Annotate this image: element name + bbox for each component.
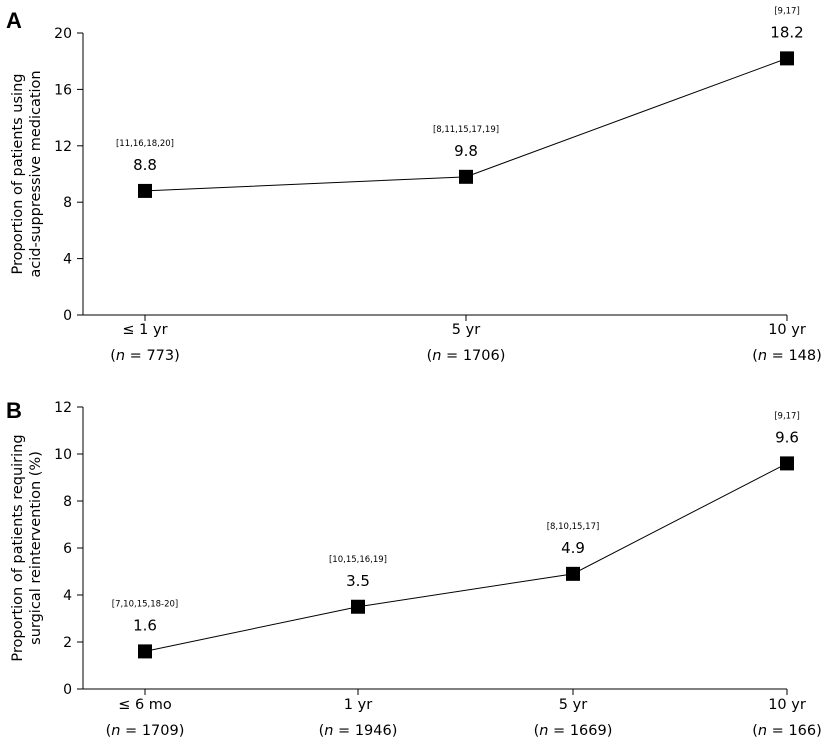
data-point-marker — [138, 183, 152, 198]
sample-size-value: 1709 — [142, 723, 179, 739]
sample-size-value: 773 — [146, 348, 174, 364]
sample-size-value: 166 — [788, 723, 816, 739]
sample-size-value: 1946 — [355, 723, 392, 739]
y-axis-title: acid-suppressive medication — [28, 70, 44, 277]
sample-size-label: (n = 148) — [752, 348, 822, 364]
x-tick-label: 10 yr — [768, 322, 806, 338]
x-tick-label: 5 yr — [452, 322, 480, 338]
data-value-label: 1.6 — [133, 616, 157, 634]
data-point-marker — [138, 644, 152, 659]
sample-size-value: 1669 — [570, 723, 607, 739]
y-tick-label: 8 — [63, 494, 72, 510]
y-tick-label: 20 — [54, 26, 72, 42]
data-point-marker — [780, 51, 794, 66]
series-line — [144, 462, 788, 652]
y-tick-label: 16 — [54, 82, 72, 98]
reference-label: [11,16,18,20] — [116, 139, 174, 149]
y-tick-label: 12 — [54, 400, 72, 416]
data-point-marker — [351, 599, 365, 614]
sample-size-label: (n = 773) — [110, 348, 180, 364]
x-tick-label: 5 yr — [559, 697, 587, 713]
panel-label: B — [6, 398, 22, 423]
reference-label: [10,15,16,19] — [329, 555, 387, 565]
panel-label: A — [6, 8, 22, 33]
data-value-label: 9.8 — [454, 142, 478, 160]
reference-label: [8,10,15,17] — [547, 522, 600, 532]
x-tick-label: ≤ 6 mo — [118, 697, 172, 713]
y-tick-label: 12 — [54, 139, 72, 155]
reference-label: [7,10,15,18-20] — [112, 599, 178, 609]
y-tick-label: 10 — [54, 447, 72, 463]
reference-label: [9,17] — [774, 411, 800, 421]
y-tick-label: 2 — [63, 635, 72, 651]
data-value-label: 18.2 — [770, 23, 803, 41]
sample-size-value: 148 — [788, 348, 816, 364]
reference-label: [8,11,15,17,19] — [433, 125, 499, 135]
sample-size-value: 1706 — [463, 348, 500, 364]
y-axis-title: Proportion of patients using — [10, 74, 26, 275]
sample-size-label: (n = 1946) — [319, 723, 398, 739]
y-tick-label: 4 — [63, 252, 72, 268]
data-value-label: 9.6 — [775, 428, 799, 446]
y-axis-title: Proportion of patients requiring — [10, 434, 26, 661]
y-axis-title: surgical reintervention (%) — [28, 451, 44, 645]
y-tick-label: 0 — [63, 308, 72, 324]
data-point-marker — [459, 169, 473, 184]
x-tick-label: 10 yr — [768, 697, 806, 713]
sample-size-label: (n = 1709) — [106, 723, 185, 739]
data-point-marker — [780, 456, 794, 471]
data-value-label: 4.9 — [561, 539, 585, 557]
y-tick-label: 0 — [63, 682, 72, 698]
sample-size-label: (n = 166) — [752, 723, 822, 739]
data-value-label: 8.8 — [133, 156, 157, 174]
data-value-label: 3.5 — [346, 572, 370, 590]
sample-size-label: (n = 1706) — [427, 348, 506, 364]
y-tick-label: 6 — [63, 541, 72, 557]
data-point-marker — [566, 566, 580, 581]
sample-size-label: (n = 1669) — [534, 723, 613, 739]
reference-label: [9,17] — [774, 6, 800, 16]
y-tick-label: 8 — [63, 195, 72, 211]
x-tick-label: ≤ 1 yr — [122, 322, 167, 338]
x-tick-label: 1 yr — [344, 697, 372, 713]
y-tick-label: 4 — [63, 588, 72, 604]
